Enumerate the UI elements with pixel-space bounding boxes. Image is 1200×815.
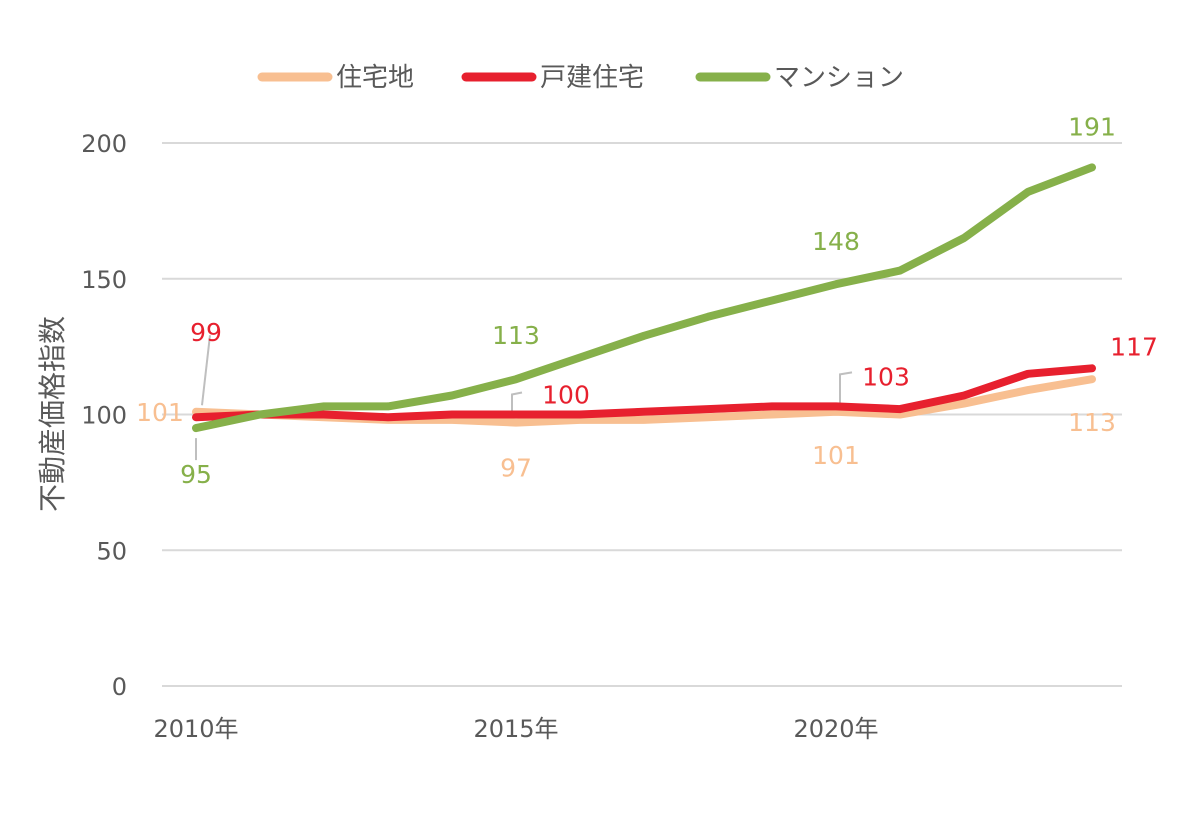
legend: 住宅地 戸建住宅 マンション: [257, 63, 904, 93]
label-leader-lines: [195, 335, 853, 461]
data-label: 103: [862, 362, 910, 391]
leader-line-0: [201, 335, 211, 406]
data-label: 95: [180, 460, 212, 489]
leader-line-2: [511, 391, 523, 414]
series-line-1: [192, 364, 1096, 422]
y-axis-ticks: 0 50 100 150 200: [81, 130, 127, 701]
y-axis-label: 不動産価格指数: [36, 316, 69, 512]
data-label: 99: [190, 318, 222, 347]
y-tick-label: 200: [81, 130, 127, 158]
data-label: 101: [812, 441, 860, 470]
data-label: 100: [542, 381, 590, 410]
data-label: 101: [136, 398, 184, 427]
legend-label: 戸建住宅: [540, 63, 644, 93]
leader-line-3: [839, 371, 853, 406]
series-line-2: [192, 163, 1096, 433]
data-label: 148: [812, 227, 860, 256]
legend-label: マンション: [774, 63, 904, 93]
data-label: 113: [492, 321, 540, 350]
y-tick-label: 100: [81, 402, 127, 430]
data-label: 97: [500, 454, 532, 483]
y-tick-label: 150: [81, 266, 127, 294]
x-tick-label: 2010年: [153, 715, 238, 743]
data-label: 191: [1068, 112, 1116, 141]
x-tick-label: 2020年: [793, 715, 878, 743]
y-tick-label: 50: [96, 537, 127, 565]
y-tick-label: 0: [112, 673, 127, 701]
legend-label: 住宅地: [336, 63, 414, 93]
data-label: 117: [1110, 332, 1158, 361]
series-lines: [192, 163, 1096, 433]
x-axis-ticks: 2010年 2015年 2020年: [153, 715, 878, 743]
data-label: 113: [1068, 408, 1116, 437]
x-tick-label: 2015年: [473, 715, 558, 743]
data-labels: 101 97 101 113 99 100 103 117 95 113 148 191: [136, 112, 1158, 489]
